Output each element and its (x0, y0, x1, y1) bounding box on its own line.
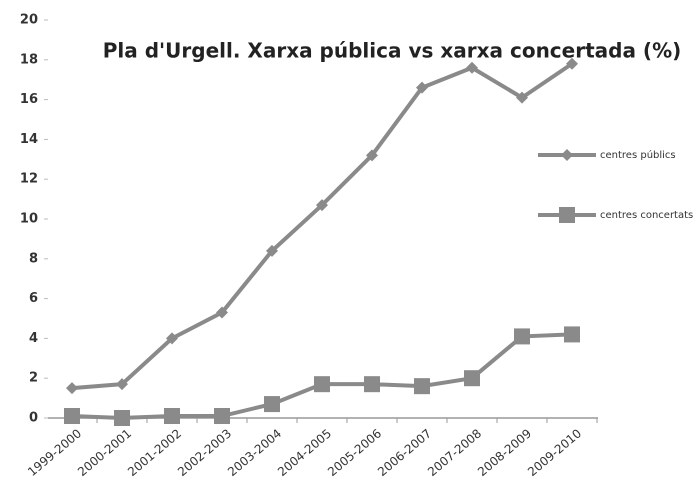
x-tick-label: 2000-2001 (75, 426, 134, 479)
data-point (314, 376, 330, 393)
y-tick-label: 2 (29, 371, 38, 386)
data-point (164, 408, 180, 425)
data-point (266, 244, 278, 257)
data-point (364, 376, 380, 393)
y-tick-label: 18 (20, 52, 38, 67)
data-point (466, 61, 478, 74)
x-tick-label: 2005-2006 (325, 426, 384, 479)
y-tick-label: 6 (29, 291, 38, 306)
data-point (64, 408, 80, 425)
x-tick-label: 2009-2010 (525, 426, 584, 479)
series-line (71, 62, 574, 391)
data-point (516, 91, 528, 104)
data-point (464, 370, 480, 387)
y-tick-label: 16 (20, 92, 38, 107)
data-point (416, 81, 428, 94)
x-tick-label: 1999-2000 (25, 426, 84, 479)
y-tick-label: 8 (29, 251, 38, 266)
data-point (214, 408, 230, 425)
y-tick-label: 14 (20, 132, 38, 147)
x-tick-label: 2008-2009 (475, 426, 534, 479)
x-tick-label: 2001-2002 (125, 426, 184, 479)
chart-title: Pla d'Urgell. Xarxa pública vs xarxa con… (103, 39, 682, 63)
data-point (116, 378, 128, 391)
data-point (264, 396, 280, 413)
data-point (66, 382, 78, 395)
x-tick-label: 2003-2004 (225, 426, 284, 479)
data-point (366, 149, 378, 162)
legend-marker (561, 149, 573, 161)
legend-label: centres concertats (600, 210, 693, 221)
data-point (166, 332, 178, 345)
data-point (514, 328, 530, 345)
x-tick-label: 2004-2005 (275, 426, 334, 479)
data-point (566, 57, 578, 70)
data-point (216, 306, 228, 319)
data-point (414, 378, 430, 395)
legend-marker (559, 207, 575, 223)
y-tick-label: 4 (29, 331, 38, 346)
data-point (564, 326, 580, 343)
y-tick-label: 12 (20, 172, 38, 187)
legend-label: centres públics (600, 149, 676, 161)
data-point (114, 410, 130, 426)
x-tick-label: 2006-2007 (375, 426, 434, 479)
y-tick-label: 10 (20, 212, 38, 227)
x-tick-label: 2007-2008 (425, 426, 484, 479)
data-point (316, 199, 328, 212)
y-tick-label: 0 (29, 411, 38, 426)
y-tick-label: 20 (20, 13, 38, 28)
x-tick-label: 2002-2003 (175, 426, 234, 479)
